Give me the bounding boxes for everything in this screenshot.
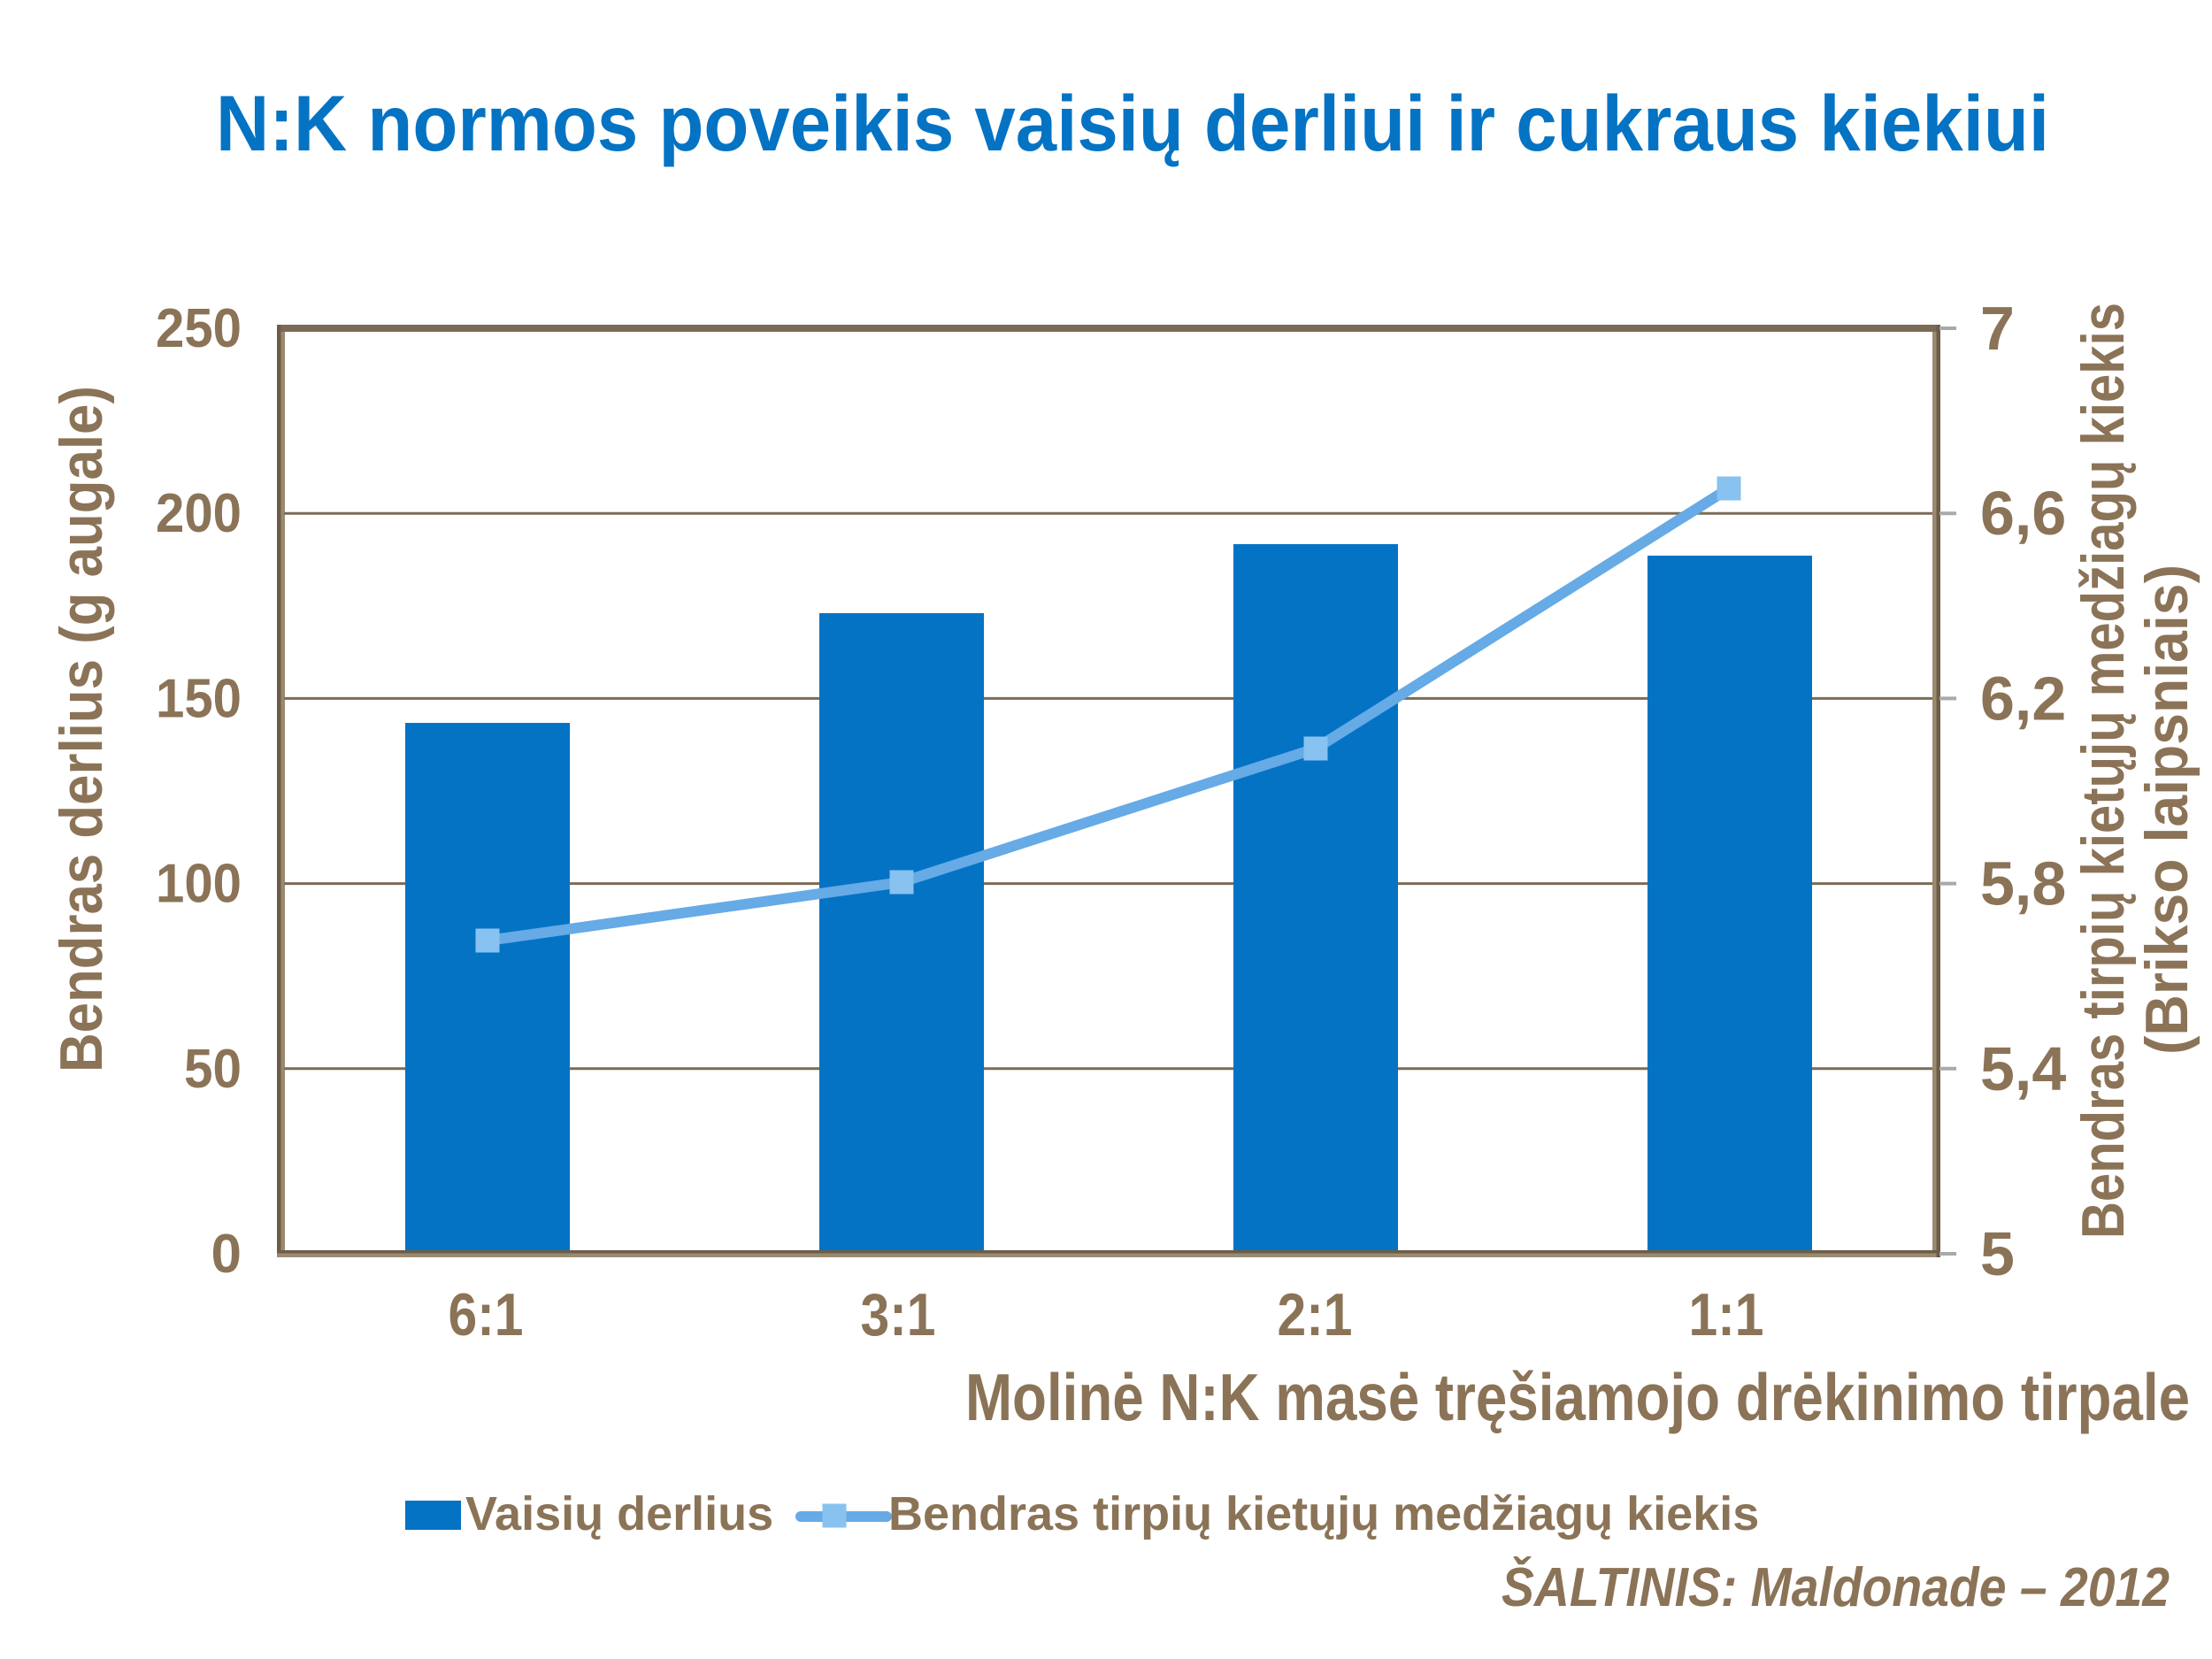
svg-text:Bendras tirpių kietųjų medžiag: Bendras tirpių kietųjų medžiagų kiekis	[888, 1487, 1759, 1540]
svg-text:7: 7	[1980, 294, 2015, 363]
svg-text:0: 0	[211, 1224, 242, 1285]
svg-text:Bendras tirpių kietųjų medžiag: Bendras tirpių kietųjų medžiagų kiekis	[2070, 303, 2137, 1239]
svg-text:100: 100	[156, 854, 242, 915]
svg-text:250: 250	[156, 298, 242, 359]
svg-text:6,2: 6,2	[1980, 664, 2066, 733]
svg-text:200: 200	[156, 483, 242, 544]
svg-text:5,4: 5,4	[1980, 1034, 2066, 1103]
svg-text:1:1: 1:1	[1689, 1281, 1764, 1348]
svg-text:ŠALTINIS: Maldonade – 2012: ŠALTINIS: Maldonade – 2012	[1502, 1557, 2170, 1618]
svg-text:Bendras derlius (g augale): Bendras derlius (g augale)	[48, 386, 115, 1072]
svg-text:150: 150	[156, 668, 242, 729]
svg-text:3:1: 3:1	[861, 1281, 936, 1348]
svg-text:Molinė N:K masė tręšiamojo drė: Molinė N:K masė tręšiamojo drėkinimo tir…	[965, 1360, 2190, 1434]
svg-text:2:1: 2:1	[1278, 1281, 1353, 1348]
svg-text:5: 5	[1980, 1219, 2015, 1288]
svg-text:5,8: 5,8	[1980, 849, 2066, 918]
svg-text:Vaisių derlius: Vaisių derlius	[465, 1487, 773, 1540]
svg-text:6:1: 6:1	[449, 1281, 524, 1348]
svg-text:N:K normos poveikis vaisių der: N:K normos poveikis vaisių derliui ir cu…	[216, 79, 2049, 167]
svg-text:6,6: 6,6	[1980, 479, 2066, 548]
svg-text:(Brikso laipsniais): (Brikso laipsniais)	[2133, 565, 2200, 1055]
svg-text:50: 50	[184, 1039, 242, 1100]
